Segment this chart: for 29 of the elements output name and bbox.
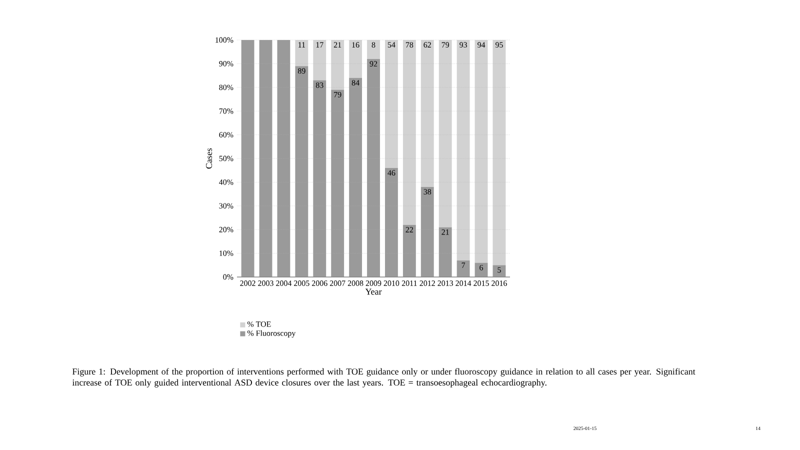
x-axis-title: Year (365, 288, 382, 295)
y-axis-title: Cases (206, 148, 212, 169)
bar (438, 40, 452, 228)
bar (367, 40, 380, 59)
bar (313, 80, 326, 277)
bar (385, 168, 398, 277)
bar (402, 224, 416, 277)
bar (277, 40, 290, 277)
bar (349, 78, 362, 277)
bar (295, 40, 308, 66)
bar (313, 40, 326, 80)
bar (492, 40, 506, 266)
bar (474, 40, 488, 263)
bar (456, 260, 470, 277)
bar (456, 40, 470, 260)
bar (295, 66, 308, 277)
bar (492, 265, 506, 277)
bar (438, 227, 452, 277)
bar (349, 40, 362, 78)
bar (259, 40, 272, 277)
bar (367, 58, 380, 277)
bar (420, 186, 434, 277)
bar (331, 90, 344, 277)
bar (402, 40, 416, 225)
bar (420, 40, 434, 187)
bar (331, 40, 344, 90)
bar (385, 40, 398, 168)
bar (241, 40, 254, 277)
caption: Figure 1: Development of the proportion of interventions performed with TOE guidance only or under fluoroscopy guidance in relation to all cases per year. Significant increase of TOE only guided interventional ASD device closures over the last years. TOE = transoesophageal echocardiography. (72, 368, 696, 388)
